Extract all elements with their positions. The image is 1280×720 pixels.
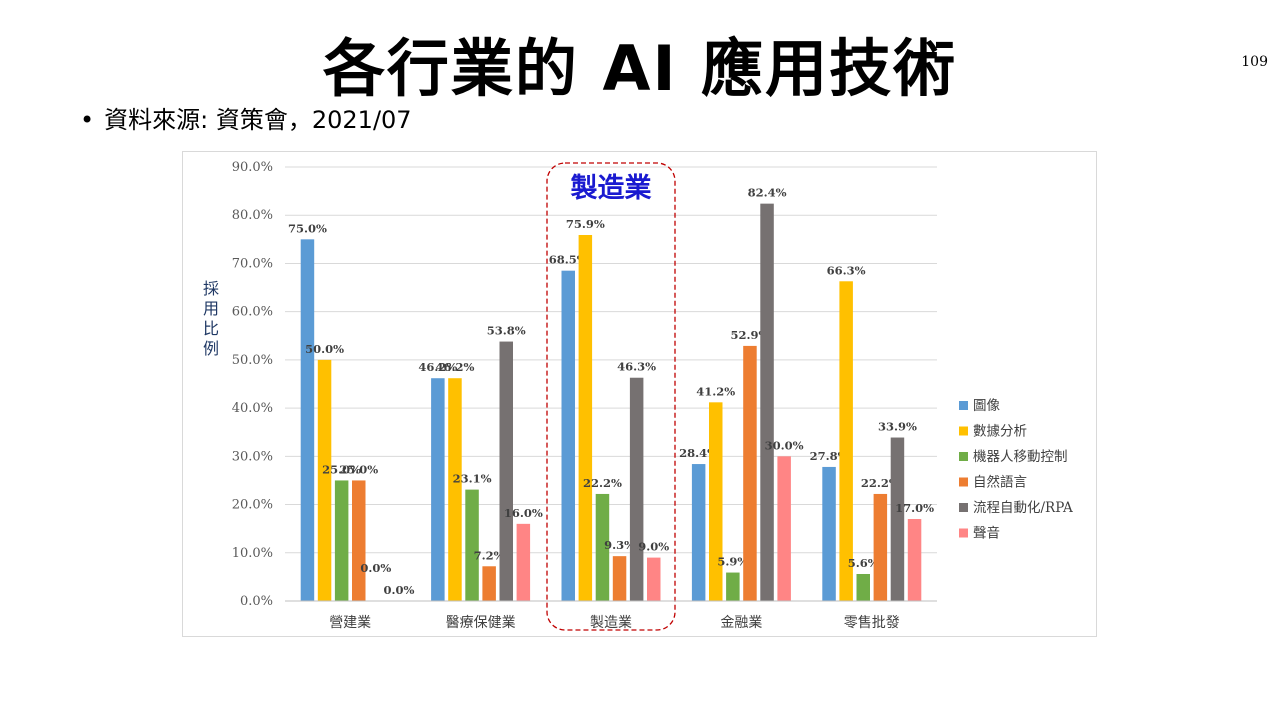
data-label: 16.0% [504, 506, 543, 520]
bar [465, 489, 479, 601]
data-label: 53.8% [487, 324, 526, 338]
data-label: 5.6% [848, 556, 879, 570]
legend-entry: 機器人移動控制 [973, 449, 1068, 465]
x-category-label: 醫療保健業 [446, 614, 516, 631]
bar [300, 239, 315, 601]
source-line: • 資料來源: 資策會，2021/07 [80, 100, 412, 135]
bar [482, 566, 496, 601]
y-tick-label: 30.0% [232, 449, 273, 464]
bar [647, 557, 661, 601]
bar [873, 493, 888, 601]
y-axis-label-char: 例 [203, 339, 219, 358]
bar [317, 359, 332, 601]
y-tick-label: 10.0% [232, 546, 273, 561]
bar [516, 523, 531, 601]
data-label: 25.0% [339, 462, 378, 476]
bar [595, 493, 610, 601]
bar [352, 480, 366, 601]
y-tick-label: 50.0% [232, 353, 273, 368]
bar [907, 519, 922, 601]
y-tick-label: 20.0% [232, 498, 273, 513]
data-label: 52.9% [730, 328, 769, 342]
data-label: 22.2% [861, 476, 900, 490]
legend-entry: 聲音 [973, 525, 1000, 542]
data-label: 41.2% [696, 384, 735, 398]
page-number: 109 [1241, 54, 1268, 70]
data-label: 46.2% [418, 360, 457, 374]
data-label: 5.9% [717, 555, 748, 569]
y-tick-label: 0.0% [240, 594, 273, 609]
chart-frame: 0.0% 10.0% 20.0% 30.0% 40.0% 50.0% 60.0% 70.0% 8… [182, 151, 1097, 637]
bar [499, 341, 513, 601]
legend-swatch [959, 528, 968, 538]
data-label: 9.0% [638, 540, 669, 554]
source-text: 資料來源: 資策會，2021/07 [104, 106, 412, 134]
bar [612, 556, 627, 601]
data-label: 33.9% [878, 420, 917, 434]
x-category-label: 製造業 [590, 615, 632, 631]
bar [448, 378, 462, 601]
data-label: 75.9% [566, 217, 605, 231]
bar [431, 378, 445, 601]
data-label: 46.2% [435, 360, 474, 374]
data-label: 50.0% [305, 342, 344, 356]
legend-swatch [959, 401, 968, 410]
bar [743, 345, 757, 601]
data-label: 0.0% [360, 561, 391, 575]
bar [691, 464, 706, 601]
data-label: 17.0% [895, 501, 934, 515]
bullet-icon: • [80, 106, 95, 134]
bar [629, 377, 644, 601]
data-label: 68.5% [549, 253, 588, 267]
bar [839, 281, 853, 601]
bar [777, 456, 791, 601]
y-tick-label: 70.0% [232, 256, 273, 271]
legend-entry: 自然語言 [973, 474, 1027, 491]
data-label: 7.2% [474, 548, 505, 562]
highlight-label: 製造業 [571, 173, 652, 204]
bar [822, 466, 836, 601]
data-label: 9.3% [604, 538, 635, 552]
data-label: 25.0% [322, 462, 361, 476]
data-label: 30.0% [765, 438, 804, 452]
data-label: 82.4% [748, 186, 787, 200]
bar [578, 234, 593, 601]
data-label: 22.2% [583, 476, 622, 490]
data-label: 28.4% [679, 446, 718, 460]
data-label: 27.8% [810, 449, 849, 463]
legend-entry: 流程自動化/RPA [973, 500, 1073, 516]
bar [726, 572, 740, 601]
legend-swatch [959, 452, 968, 461]
data-label: 23.1% [453, 472, 492, 486]
y-axis-label-char: 比 [203, 319, 219, 338]
y-tick-label: 60.0% [232, 305, 273, 320]
data-label: 66.3% [827, 263, 866, 277]
x-category-label: 營建業 [329, 615, 371, 631]
y-tick-label: 90.0% [232, 160, 273, 175]
data-label: 0.0% [383, 583, 414, 597]
bar [760, 203, 774, 601]
y-axis-label-char: 用 [203, 299, 219, 318]
y-axis-label-char: 採 [203, 279, 219, 298]
legend-entry: 數據分析 [973, 424, 1027, 440]
y-tick-label: 80.0% [232, 208, 273, 223]
legend-swatch [959, 477, 968, 487]
legend-swatch [959, 503, 968, 512]
bar [561, 270, 575, 601]
y-tick-label: 40.0% [232, 401, 273, 416]
slide-title: 各行業的 AI 應用技術 [322, 32, 958, 105]
bar [334, 480, 349, 601]
x-category-label: 金融業 [720, 615, 762, 631]
x-category-label: 零售批發 [844, 615, 900, 631]
data-label: 75.0% [288, 221, 327, 235]
bar [890, 437, 905, 601]
highlight-box [546, 162, 676, 631]
legend-swatch [959, 426, 968, 436]
bar [709, 402, 723, 601]
data-label: 46.3% [617, 360, 656, 374]
legend-entry: 圖像 [973, 398, 1001, 414]
bar [856, 573, 870, 601]
bar-chart: 0.0% 10.0% 20.0% 30.0% 40.0% 50.0% 60.0% 70.0% 8… [203, 160, 1073, 631]
